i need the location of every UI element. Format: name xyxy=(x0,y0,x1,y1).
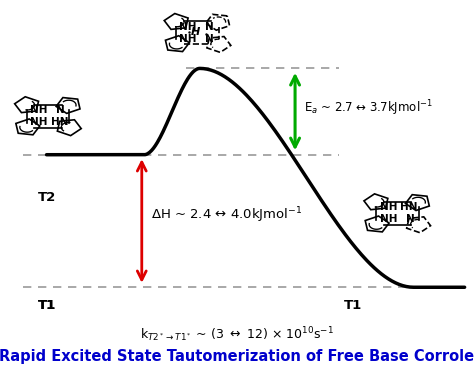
Text: NH: NH xyxy=(380,202,397,212)
Text: ΔH ~ 2.4 ↔ 4.0kJmol$^{-1}$: ΔH ~ 2.4 ↔ 4.0kJmol$^{-1}$ xyxy=(151,205,302,224)
Text: T2: T2 xyxy=(37,191,55,204)
Text: HN: HN xyxy=(400,202,418,212)
Text: N: N xyxy=(205,34,213,44)
Text: NH: NH xyxy=(30,105,48,115)
Text: E$_a$ ~ 2.7 ↔ 3.7kJmol$^{-1}$: E$_a$ ~ 2.7 ↔ 3.7kJmol$^{-1}$ xyxy=(304,99,433,118)
Text: NH: NH xyxy=(180,34,197,44)
Text: Rapid Excited State Tautomerization of Free Base Corrole: Rapid Excited State Tautomerization of F… xyxy=(0,349,474,364)
Text: N: N xyxy=(205,22,213,32)
Text: NH: NH xyxy=(380,215,397,224)
Text: N: N xyxy=(56,105,65,115)
Text: HN: HN xyxy=(51,117,68,127)
Text: NH: NH xyxy=(30,117,48,127)
Text: H: H xyxy=(191,27,200,37)
Text: N: N xyxy=(406,215,415,224)
Text: T1: T1 xyxy=(37,299,55,312)
Text: k$_{T2^*\rightarrow T1^*}$ ~ (3 $\leftrightarrow$ 12) $\times$ 10$^{10}$s$^{-1}$: k$_{T2^*\rightarrow T1^*}$ ~ (3 $\leftri… xyxy=(140,326,334,344)
Text: T1: T1 xyxy=(344,299,362,312)
Text: T1: T1 xyxy=(37,299,55,312)
Text: NH: NH xyxy=(180,22,197,32)
